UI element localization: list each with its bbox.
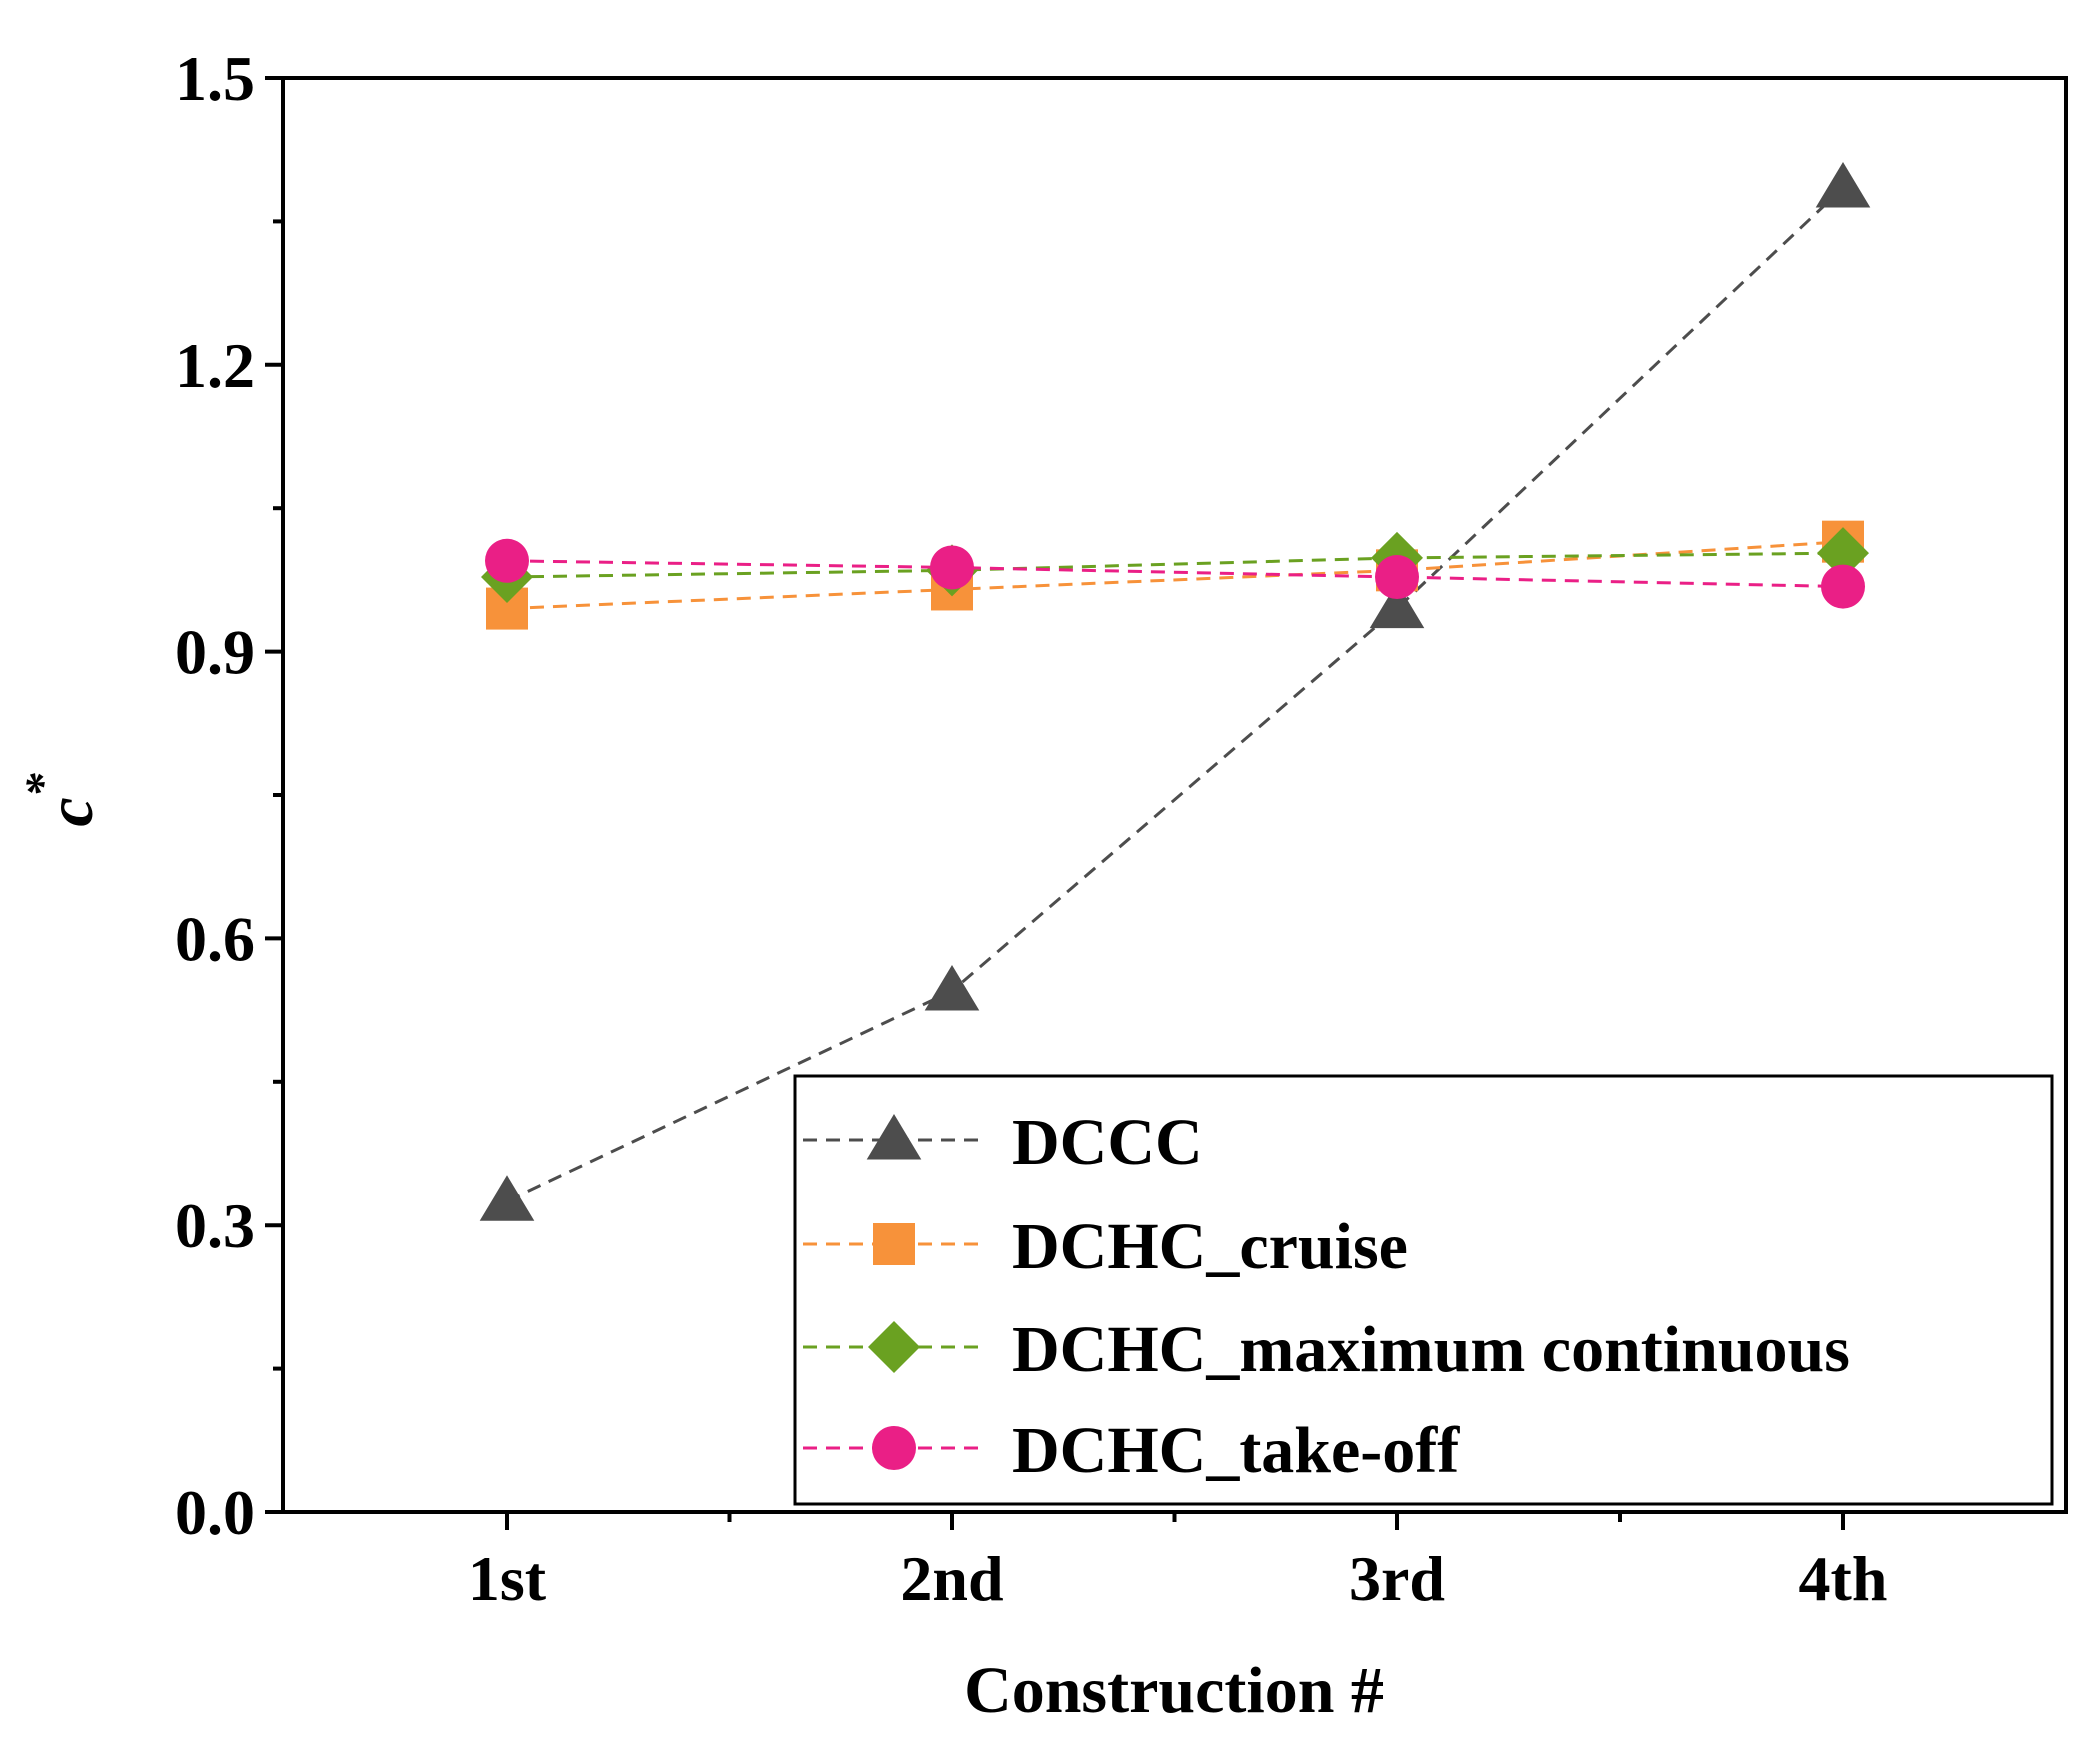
legend-label: DCHC_cruise: [1012, 1210, 1408, 1283]
y-tick-label: 1.5: [175, 43, 255, 114]
series-3: [485, 538, 1865, 609]
x-tick-label: 4th: [1799, 1543, 1888, 1614]
series-line: [506, 559, 1844, 589]
y-axis-ticks: 0.0 0.3 0.6 0.9 1.2 1.5: [175, 43, 283, 1548]
y-axis-title-sup: *: [16, 772, 69, 797]
data-point: [485, 538, 529, 583]
legend-marker: [872, 1426, 916, 1470]
series-line: [506, 551, 1844, 579]
legend-label: DCHC_maximum continuous: [1012, 1313, 1850, 1386]
x-axis-title: Construction #: [964, 1654, 1384, 1727]
data-point: [479, 1175, 535, 1221]
series-0: [479, 161, 1871, 1221]
legend-item: DCHC_cruise: [803, 1210, 1408, 1283]
legend-label: DCCC: [1012, 1106, 1203, 1179]
data-point: [1369, 582, 1425, 629]
legend-item: DCHC_take-off: [803, 1414, 1460, 1487]
data-point: [924, 964, 980, 1011]
x-tick-label: 2nd: [900, 1543, 1003, 1614]
y-tick-label: 0.6: [175, 903, 255, 974]
data-point: [1815, 161, 1871, 208]
y-tick-label: 0.9: [175, 617, 255, 688]
legend-marker: [866, 1114, 922, 1160]
y-axis-title: c*: [16, 772, 107, 826]
legend-item: DCHC_maximum continuous: [803, 1313, 1850, 1386]
legend-marker: [868, 1321, 920, 1373]
data-point: [930, 545, 974, 590]
x-tick-label: 3rd: [1349, 1543, 1445, 1614]
y-tick-label: 0.3: [175, 1190, 255, 1261]
legend-item: DCCC: [803, 1106, 1203, 1179]
series-2: [481, 527, 1869, 604]
x-axis-ticks: 1st 2nd 3rd 4th: [468, 1512, 1888, 1614]
series-layer: [479, 161, 1871, 1221]
y-tick-label: 0.0: [175, 1477, 255, 1548]
legend-box: [793, 1074, 2054, 1506]
legend-marker: [873, 1223, 915, 1265]
data-point: [1375, 555, 1419, 600]
legend: DCCC DCHC_cruise DCHC_maximum continuous DC…: [793, 1074, 2054, 1506]
legend-label: DCHC_take-off: [1012, 1414, 1460, 1487]
data-point: [1817, 527, 1869, 580]
series-line: [506, 186, 1845, 1203]
y-tick-label: 1.2: [175, 330, 255, 401]
series-line: [506, 540, 1844, 611]
legend-items: DCCC DCHC_cruise DCHC_maximum continuous DC…: [803, 1106, 1850, 1487]
data-point: [1821, 564, 1865, 609]
y-axis-title-main: c: [34, 797, 107, 826]
x-tick-label: 1st: [468, 1543, 547, 1614]
